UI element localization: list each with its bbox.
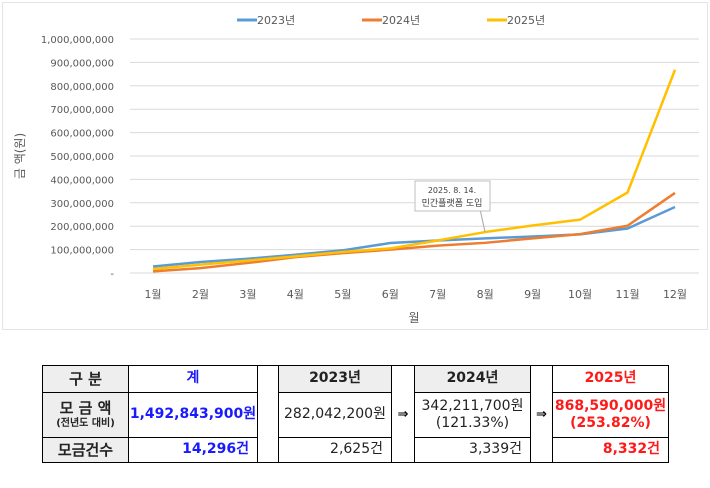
x-tick-label: 7월	[429, 288, 446, 301]
annotation-callout: 2025. 8. 14. 민간플랫폼 도입	[414, 180, 491, 233]
x-tick-label: 9월	[524, 288, 541, 301]
y-tick-label: 100,000,000	[50, 246, 114, 257]
y-tick-label: 600,000,000	[50, 129, 114, 140]
header-2025: 2025년	[552, 365, 669, 393]
x-tick-label: 4월	[287, 288, 304, 301]
y-tick-label: 500,000,000	[50, 152, 114, 163]
arrow-column-1: ⇒	[391, 365, 415, 463]
y-tick-label: 1,000,000,000	[41, 35, 114, 46]
series-line-2023년	[152, 205, 676, 268]
x-tick-label: 8월	[477, 288, 494, 301]
count-total: 14,296건	[128, 437, 258, 463]
y-tick-label: 700,000,000	[50, 105, 114, 116]
amount-2025-ratio: (253.82%)	[570, 415, 651, 431]
amount-2024: 342,211,700원	[421, 397, 524, 414]
y-tick-label: 900,000,000	[50, 58, 114, 69]
arrow-icon: ⇒	[536, 406, 547, 422]
amount-2024-ratio: (121.33%)	[435, 415, 510, 431]
amount-label: 모 금 액	[59, 399, 112, 418]
header-category: 구 분	[42, 365, 129, 393]
header-total: 계	[128, 365, 258, 393]
y-tick-label: 300,000,000	[50, 199, 114, 210]
legend-label: 2025년	[507, 14, 545, 27]
amount-2024-cell: 342,211,700원 (121.33%)	[414, 392, 531, 438]
arrow-icon: ⇒	[397, 406, 409, 422]
count-2024: 3,339건	[414, 437, 531, 463]
header-2023: 2023년	[278, 365, 392, 393]
x-axis-label: 월	[408, 311, 419, 325]
x-tick-label: 6월	[382, 288, 399, 301]
x-tick-label: 3월	[239, 288, 256, 301]
y-tick-label: -	[110, 269, 114, 280]
amount-2023: 282,042,200원	[278, 392, 392, 438]
y-axis-label: 금 액(원)	[13, 133, 27, 179]
y-tick-label: 800,000,000	[50, 82, 114, 93]
x-tick-label: 12월	[663, 288, 687, 301]
y-tick-label: 200,000,000	[50, 222, 114, 233]
x-tick-label: 5월	[334, 288, 351, 301]
amount-total: 1,492,843,900원	[128, 392, 258, 438]
x-tick-label: 11월	[615, 288, 639, 301]
legend-label: 2024년	[382, 14, 420, 27]
amount-2025-cell: 868,590,000원 (253.82%)	[552, 392, 669, 438]
annotation-date: 2025. 8. 14.	[428, 186, 476, 195]
header-2024: 2024년	[414, 365, 531, 393]
count-2025: 8,332건	[552, 437, 669, 463]
x-tick-label: 1월	[144, 288, 161, 301]
x-tick-label: 10월	[568, 288, 592, 301]
arrow-column-2: ⇒	[530, 365, 553, 463]
chart-frame	[2, 2, 708, 330]
y-tick-label: 400,000,000	[50, 175, 114, 186]
count-label: 모금건수	[42, 437, 129, 463]
amount-label-cell: 모 금 액 (전년도 대비)	[42, 392, 129, 438]
amount-sublabel: (전년도 대비)	[56, 418, 115, 430]
legend-label: 2023년	[257, 14, 295, 27]
amount-2025: 868,590,000원	[554, 397, 667, 414]
count-2023: 2,625건	[278, 437, 392, 463]
spacer-column	[257, 365, 279, 463]
series-line-2025년	[152, 69, 677, 271]
annotation-text: 민간플랫폼 도입	[422, 197, 483, 209]
series-line-2024년	[152, 191, 676, 273]
x-tick-label: 2월	[192, 288, 209, 301]
line-chart: - 100,000,000 200,000,000 300,000,000 400,00…	[13, 14, 699, 325]
